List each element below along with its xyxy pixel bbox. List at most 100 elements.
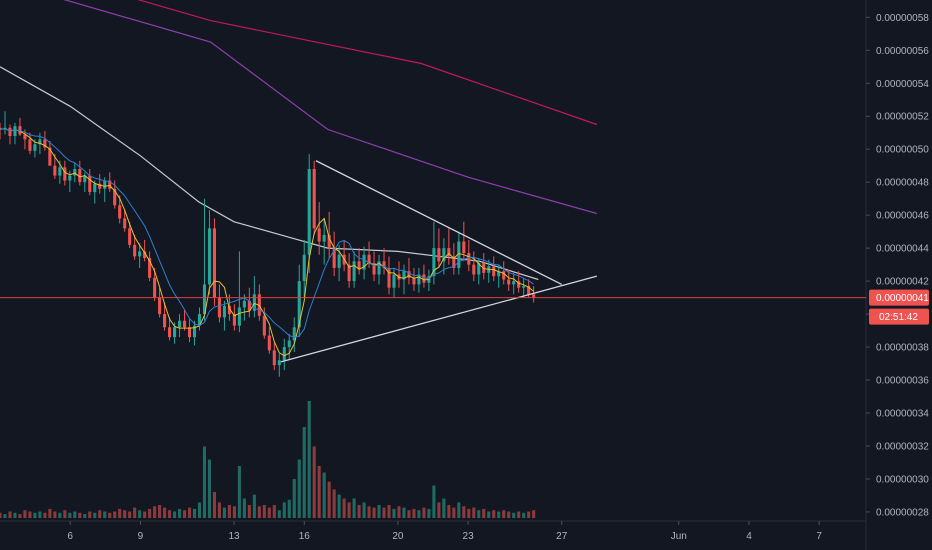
volume-bar [202, 446, 207, 518]
candle-body [103, 180, 107, 189]
candle-body [78, 168, 82, 183]
candle-body [527, 286, 531, 295]
candle-body [437, 248, 441, 262]
candle-body [517, 281, 521, 288]
candle-body [472, 264, 476, 275]
price-tick-label: 0.00000034 [876, 409, 929, 420]
volume-bar [432, 485, 436, 518]
candle-body [477, 262, 481, 275]
volume-bar [362, 502, 366, 518]
volume-bar [43, 512, 47, 518]
moving-average-ma-200 [63, 0, 597, 215]
candle-body [267, 335, 271, 351]
volume-bar [113, 511, 117, 518]
trendline-upper [315, 160, 563, 285]
candle-body [88, 175, 92, 193]
last-price-tag-bg [869, 289, 929, 306]
volume-bar [63, 510, 67, 518]
price-tick-label: 0.00000036 [876, 376, 929, 387]
candle-body [317, 228, 321, 242]
candle-body [182, 320, 187, 328]
candle-body [113, 188, 117, 206]
volume-bar [467, 508, 471, 518]
volume-bar [163, 507, 167, 518]
candle-body [482, 262, 486, 273]
volume-bar [252, 494, 256, 518]
candle-body [332, 248, 336, 268]
price-tick-label: 0.00000054 [876, 79, 929, 90]
candle-body [522, 286, 526, 288]
volume-bar [277, 510, 281, 518]
candle-body [0, 127, 2, 130]
volume-bar [168, 510, 172, 518]
volume-bar [272, 505, 276, 518]
candle-body [407, 271, 411, 278]
candle-body [177, 320, 182, 328]
volume-bar [8, 511, 12, 518]
candle-body [262, 315, 266, 336]
candle-body [48, 147, 52, 166]
price-tick-label: 0.00000042 [876, 277, 929, 288]
volume-bar [48, 508, 52, 518]
volume-bar [267, 507, 271, 518]
candle-body [322, 234, 326, 242]
volume-bar [282, 502, 286, 518]
candle-body [287, 340, 291, 348]
moving-average-ma-300 [137, 0, 597, 126]
candle-body [282, 347, 286, 361]
candle-body [352, 261, 356, 282]
volume-bar [217, 502, 221, 518]
candle-body [457, 241, 461, 268]
volume-bar [392, 508, 396, 518]
candle-body [192, 325, 197, 338]
volume-bar [332, 489, 336, 518]
triangle-trendlines[interactable] [280, 160, 598, 363]
volume-bar [452, 507, 456, 518]
candle-body [307, 168, 311, 255]
volume-bar [522, 512, 526, 518]
candle-body [417, 274, 421, 285]
volume-bar [237, 466, 241, 518]
volume-bar [497, 511, 501, 518]
candle-body [138, 251, 142, 257]
candle-body [212, 228, 217, 298]
candle-body [447, 248, 451, 257]
candle-body [222, 305, 226, 318]
volume-bar [297, 459, 301, 518]
volume-bar [13, 512, 17, 518]
price-tick-label: 0.00000046 [876, 211, 929, 222]
time-tick-label: 13 [228, 531, 240, 542]
last-price-tag: 0.00000041 02:51:42 [869, 289, 929, 325]
volume-bar [482, 508, 486, 518]
candle-body [412, 277, 416, 285]
candle-body [272, 350, 276, 366]
volume-bar [177, 508, 182, 518]
price-tick-label: 0.00000048 [876, 178, 929, 189]
volume-bar [33, 512, 37, 518]
price-tick-label: 0.00000038 [876, 343, 929, 354]
candle-body [367, 254, 371, 263]
price-tick-label: 0.00000052 [876, 112, 929, 123]
volume-bars [0, 401, 536, 518]
volume-bar [0, 512, 2, 518]
candle-body [497, 271, 501, 277]
volume-bar [197, 502, 202, 518]
candle-body [53, 165, 57, 176]
volume-bar [292, 479, 296, 518]
candle-body [13, 126, 17, 137]
volume-bar [502, 510, 506, 518]
price-tick-label: 0.00000032 [876, 441, 929, 452]
countdown-tag-bg [869, 308, 929, 325]
candle-body [143, 251, 147, 259]
volume-bar [472, 507, 476, 518]
volume-bar [78, 512, 82, 518]
volume-bar [93, 512, 97, 518]
candle-body [292, 327, 296, 341]
candle-body [362, 254, 366, 270]
volume-bar [317, 466, 321, 518]
candle-body [163, 314, 167, 328]
time-axis[interactable]: 6 9 13 16 20 23 27 Jun 4 7 [67, 521, 822, 542]
volume-bar [412, 508, 416, 518]
